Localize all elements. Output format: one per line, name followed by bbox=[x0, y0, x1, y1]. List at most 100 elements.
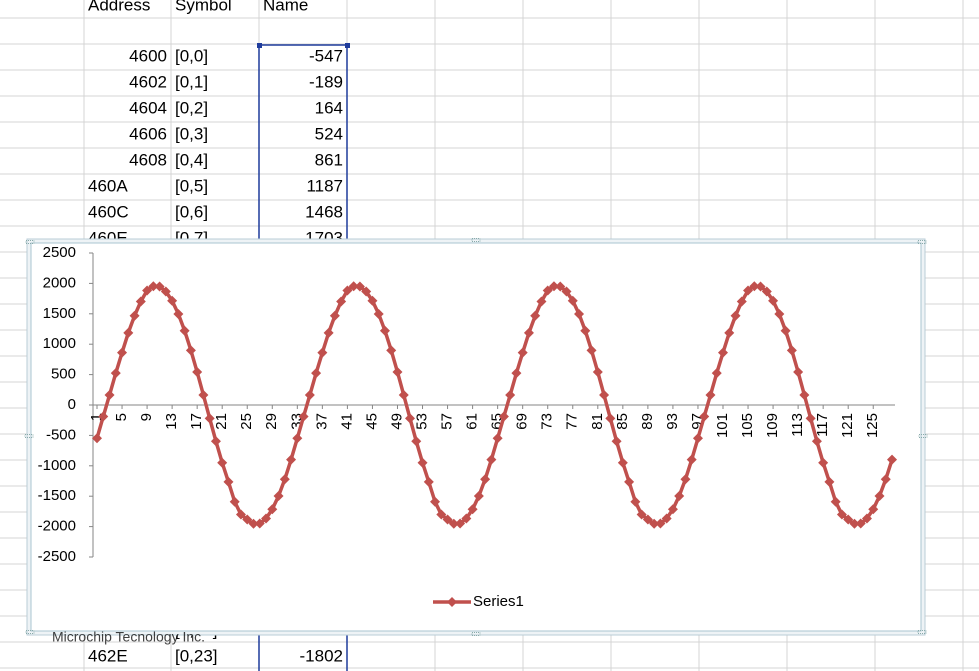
cell-text: 4600 bbox=[129, 46, 167, 65]
x-tick-label: 113 bbox=[789, 413, 806, 437]
series-marker bbox=[129, 310, 140, 321]
series-marker bbox=[292, 433, 303, 444]
x-tick-label: 117 bbox=[814, 413, 831, 437]
cell-text: [0,23] bbox=[175, 646, 218, 665]
x-tick-label: 77 bbox=[564, 413, 581, 430]
series-marker bbox=[361, 286, 372, 297]
series-marker bbox=[592, 367, 603, 378]
series-marker bbox=[110, 368, 121, 379]
series-marker bbox=[830, 496, 841, 507]
series-marker bbox=[561, 286, 572, 297]
y-tick-label: -500 bbox=[46, 426, 76, 443]
series-marker bbox=[661, 513, 672, 524]
selection-handle bbox=[345, 43, 350, 48]
series-marker bbox=[467, 504, 478, 515]
series-marker bbox=[586, 345, 597, 356]
watermark: Microchip Tecnology Inc. bbox=[52, 629, 205, 645]
series-marker bbox=[405, 413, 415, 424]
x-tick-label: 57 bbox=[439, 413, 456, 430]
series-marker bbox=[242, 514, 253, 525]
series-marker bbox=[505, 390, 516, 401]
series-marker bbox=[423, 476, 434, 487]
series-marker bbox=[780, 325, 791, 336]
chart-handle bbox=[25, 630, 35, 634]
series-marker bbox=[855, 518, 866, 529]
series-marker bbox=[599, 390, 610, 401]
series-marker bbox=[711, 368, 722, 379]
x-tick-label: 125 bbox=[864, 413, 881, 438]
series-marker bbox=[142, 285, 153, 296]
series-marker bbox=[624, 476, 635, 487]
series-marker bbox=[248, 518, 259, 529]
cell-text: 460A bbox=[88, 176, 128, 195]
series-marker bbox=[818, 457, 829, 468]
chart-handle bbox=[471, 632, 481, 636]
series-marker bbox=[849, 518, 860, 529]
series-marker bbox=[348, 281, 359, 292]
series-marker bbox=[887, 454, 898, 465]
cell-text: [0,2] bbox=[175, 98, 208, 117]
x-tick-label: 41 bbox=[338, 413, 355, 430]
series-marker bbox=[223, 476, 234, 487]
series-marker bbox=[836, 509, 847, 520]
series-marker bbox=[204, 413, 215, 424]
chart-area[interactable] bbox=[30, 242, 922, 632]
x-tick-label: 17 bbox=[188, 413, 205, 430]
series-marker bbox=[736, 296, 747, 307]
cell-text: 460C bbox=[88, 202, 129, 221]
chart-handle bbox=[918, 434, 928, 438]
series-marker bbox=[173, 308, 184, 319]
series-marker bbox=[411, 436, 422, 447]
y-tick-label: 2000 bbox=[43, 274, 76, 291]
series-marker bbox=[705, 390, 716, 401]
series-marker bbox=[192, 367, 203, 378]
series-marker bbox=[730, 310, 741, 321]
x-tick-label: 25 bbox=[238, 413, 255, 430]
series-marker bbox=[749, 281, 760, 292]
series-marker bbox=[617, 457, 628, 468]
series-marker bbox=[123, 327, 134, 338]
series-marker bbox=[567, 295, 578, 306]
series-marker bbox=[154, 281, 165, 292]
series-marker bbox=[461, 513, 472, 524]
cell-text: 1187 bbox=[306, 176, 343, 195]
series-marker bbox=[229, 496, 240, 507]
x-tick-label: 49 bbox=[388, 413, 405, 430]
series-marker bbox=[98, 411, 109, 422]
series-marker bbox=[630, 496, 641, 507]
series-marker bbox=[386, 345, 397, 356]
series-marker bbox=[555, 281, 566, 292]
series-marker bbox=[373, 308, 384, 319]
series-marker bbox=[267, 504, 278, 515]
chart-handle bbox=[25, 240, 35, 244]
series-marker bbox=[799, 390, 810, 401]
series-marker bbox=[398, 390, 409, 401]
series-marker bbox=[880, 474, 891, 485]
series-marker bbox=[273, 491, 284, 502]
series-marker bbox=[311, 368, 322, 379]
series-marker bbox=[323, 327, 334, 338]
x-tick-label: 29 bbox=[263, 413, 280, 430]
series-marker bbox=[367, 295, 378, 306]
series-marker bbox=[811, 436, 822, 447]
series-marker bbox=[304, 390, 315, 401]
series-marker bbox=[392, 367, 403, 378]
cell-text: 4602 bbox=[129, 72, 167, 91]
series-marker bbox=[217, 457, 228, 468]
series-marker bbox=[329, 310, 340, 321]
series-marker bbox=[185, 345, 196, 356]
chart-handle bbox=[917, 630, 927, 634]
series-marker bbox=[868, 504, 879, 515]
cell-text: [0,4] bbox=[175, 150, 208, 169]
series-marker bbox=[636, 509, 647, 520]
cell-text: [0,6] bbox=[175, 202, 208, 221]
series-marker bbox=[92, 433, 102, 444]
series-marker bbox=[605, 413, 616, 424]
cell-text: 462E bbox=[88, 646, 128, 665]
y-tick-label: 1000 bbox=[43, 335, 76, 352]
x-tick-label: 1 bbox=[88, 413, 105, 421]
y-tick-label: 0 bbox=[68, 396, 76, 413]
series-marker bbox=[542, 285, 553, 296]
series-marker bbox=[254, 518, 265, 529]
